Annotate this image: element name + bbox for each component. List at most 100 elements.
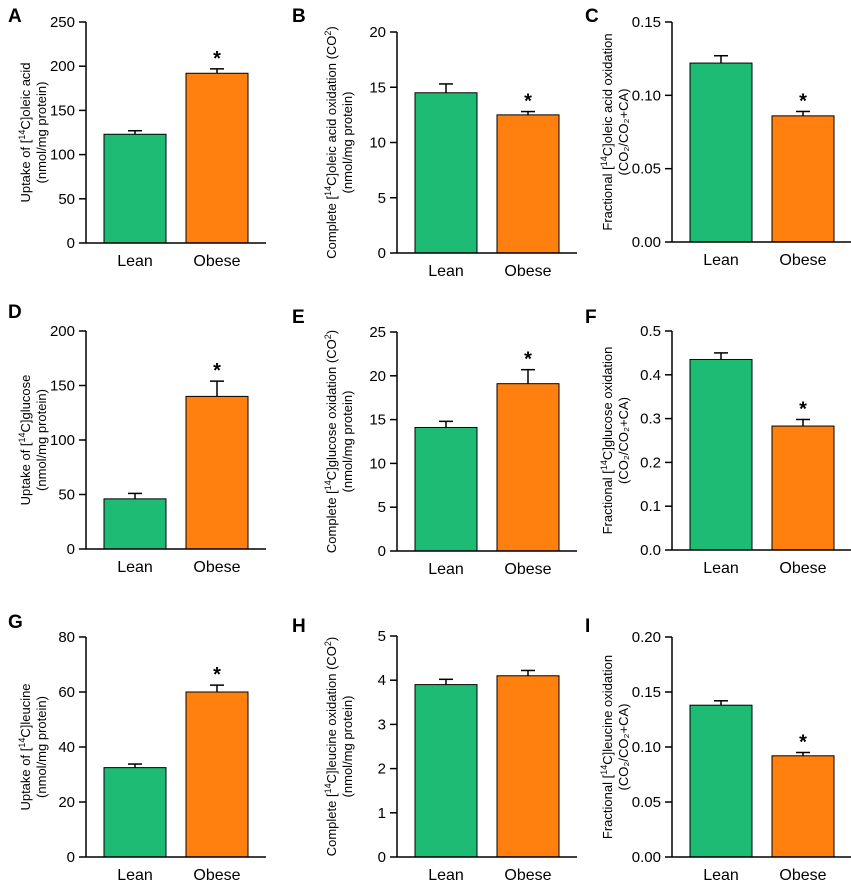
- panel-a: A Lean * Obese 0 50 100 150 200 250 Uptake of [14C…: [8, 6, 266, 270]
- y-axis-label-line2-e: (nmol/mg protein): [340, 391, 355, 493]
- panel-e: E Lean * Obese 0 5 10 15 20 25 Complete [14C]gluco…: [292, 307, 577, 578]
- panel-label-a: A: [8, 6, 22, 27]
- y-axis-label-line1-b: Complete [14C]oleic acid oxidation (CO2): [323, 26, 339, 259]
- category-label-obese-g: Obese: [193, 867, 240, 884]
- y-axis-label-line2-i: (CO₂/CO₂+CA): [616, 703, 631, 790]
- y-tick-label-f: 0.1: [640, 498, 661, 515]
- y-tick-label-e: 10: [369, 455, 386, 472]
- bar-lean-c: [689, 62, 753, 243]
- y-tick-label-c: 0.05: [632, 161, 661, 178]
- significance-star-e: *: [524, 349, 532, 371]
- y-tick-label-d: 150: [50, 378, 75, 395]
- category-label-obese-i: Obese: [779, 867, 826, 884]
- category-label-obese-a: Obese: [193, 253, 240, 270]
- y-tick-label-c: 0.10: [632, 87, 661, 104]
- y-tick-label-a: 50: [58, 191, 75, 208]
- panel-g: G Lean * Obese 0 20 40 60 80 Uptake of [14C]leuci…: [8, 612, 266, 884]
- significance-star-b: *: [524, 91, 532, 113]
- category-label-lean-g: Lean: [117, 867, 153, 884]
- error-bar-lean-g: [128, 763, 142, 768]
- y-tick-label-h: 3: [378, 716, 386, 733]
- panel-label-b: B: [292, 6, 306, 27]
- category-label-lean-e: Lean: [428, 561, 464, 578]
- y-axis-label-h: Complete [14C]leucine oxidation (CO2)(nm…: [323, 637, 355, 857]
- error-bar-obese-a: [210, 68, 224, 74]
- y-tick-label-f: 0.2: [640, 454, 661, 471]
- category-label-lean-d: Lean: [117, 559, 153, 576]
- y-tick-label-d: 200: [50, 323, 75, 340]
- y-tick-label-g: 0: [67, 849, 75, 866]
- y-tick-label-i: 0.05: [632, 794, 661, 811]
- y-tick-label-a: 150: [50, 102, 75, 119]
- error-bar-obese-i: [796, 751, 810, 756]
- y-axis-label-line1-f: Fractional [14C]glucose oxidation: [599, 347, 615, 535]
- significance-star-i: *: [799, 732, 807, 754]
- bar-obese-f: [771, 425, 835, 551]
- y-tick-label-h: 2: [378, 761, 386, 778]
- y-tick-label-e: 15: [369, 412, 386, 429]
- y-tick-label-d: 100: [50, 432, 75, 449]
- y-tick-label-h: 5: [378, 628, 386, 645]
- y-axis-label-line1-i: Fractional [14C]leucine oxidation: [599, 655, 615, 839]
- category-label-lean-h: Lean: [428, 867, 464, 884]
- y-tick-label-f: 0.4: [640, 367, 661, 384]
- bar-obese-b: [496, 114, 560, 254]
- significance-star-g: *: [213, 664, 221, 686]
- y-tick-label-d: 0: [67, 541, 75, 558]
- y-tick-label-b: 15: [369, 79, 386, 96]
- y-tick-label-e: 5: [378, 499, 386, 516]
- y-axis-label-f: Fractional [14C]glucose oxidation (CO₂/CO…: [599, 347, 631, 535]
- y-axis-label-line2-d: (nmol/mg protein): [34, 389, 49, 491]
- y-tick-label-f: 0.3: [640, 411, 661, 428]
- panel-f: F Lean * Obese 0.0 0.1 0.2 0.3 0.4 0.5 Fractional …: [585, 307, 851, 577]
- bar-lean-f: [689, 358, 753, 551]
- y-axis-label-c: Fractional [14C]oleic acid oxidation (CO₂…: [599, 33, 631, 230]
- error-bar-lean-i: [714, 700, 728, 706]
- y-tick-label-h: 0: [378, 849, 386, 866]
- y-tick-label-b: 0: [378, 245, 386, 262]
- y-axis-label-line1-c: Fractional [14C]oleic acid oxidation: [599, 33, 615, 230]
- y-tick-label-a: 0: [67, 235, 75, 252]
- panel-label-c: C: [585, 6, 599, 27]
- bar-lean-a: [103, 133, 167, 244]
- y-tick-label-f: 0.5: [640, 323, 661, 340]
- y-tick-label-c: 0.15: [632, 14, 661, 31]
- error-bar-lean-c: [714, 54, 728, 64]
- y-tick-label-c: 0.00: [632, 234, 661, 251]
- y-tick-label-a: 200: [50, 58, 75, 75]
- significance-star-a: *: [213, 48, 221, 70]
- y-axis-label-line2-c: (CO₂/CO₂+CA): [616, 88, 631, 175]
- y-tick-label-e: 0: [378, 543, 386, 560]
- y-axis-label-line1-g: Uptake of [14C]leucine: [17, 683, 33, 810]
- category-label-obese-b: Obese: [504, 263, 551, 280]
- error-bar-obese-f: [796, 418, 810, 427]
- y-tick-label-b: 5: [378, 190, 386, 207]
- y-axis-label-b: Complete [14C]oleic acid oxidation (CO2)…: [323, 26, 355, 259]
- y-tick-label-a: 250: [50, 14, 75, 31]
- y-tick-label-e: 20: [369, 368, 386, 385]
- y-tick-label-e: 25: [369, 324, 386, 341]
- bar-lean-e: [414, 426, 478, 552]
- y-axis-label-g: Uptake of [14C]leucine (nmol/mg protein): [17, 683, 49, 810]
- y-tick-label-i: 0.20: [632, 629, 661, 646]
- y-axis-label-line1-d: Uptake of [14C]glucose: [17, 375, 33, 506]
- error-bar-lean-h: [439, 678, 453, 685]
- y-axis-label-d: Uptake of [14C]glucose (nmol/mg protein): [17, 375, 49, 506]
- bar-obese-a: [185, 72, 249, 244]
- y-axis-label-line1-a: Uptake of [14C]oleic acid: [17, 62, 33, 202]
- bar-lean-g: [103, 767, 167, 858]
- y-axis-label-line2-a: (nmol/mg protein): [34, 82, 49, 184]
- bar-obese-c: [771, 115, 835, 243]
- panel-i: ILean*Obese0.000.050.100.150.20Fractiona…: [585, 616, 851, 884]
- panel-label-i: I: [585, 616, 590, 637]
- error-bar-lean-b: [439, 83, 453, 93]
- error-bar-lean-e: [439, 420, 453, 428]
- y-axis-label-line2-f: (CO₂/CO₂+CA): [616, 397, 631, 484]
- y-tick-label-b: 20: [369, 24, 386, 41]
- error-bar-lean-f: [714, 352, 728, 360]
- category-label-lean-f: Lean: [703, 560, 739, 577]
- significance-star-f: *: [799, 398, 807, 420]
- panel-label-d: D: [8, 302, 22, 323]
